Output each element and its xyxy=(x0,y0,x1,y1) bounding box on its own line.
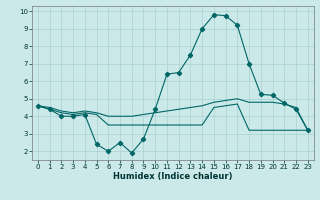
X-axis label: Humidex (Indice chaleur): Humidex (Indice chaleur) xyxy=(113,172,233,181)
